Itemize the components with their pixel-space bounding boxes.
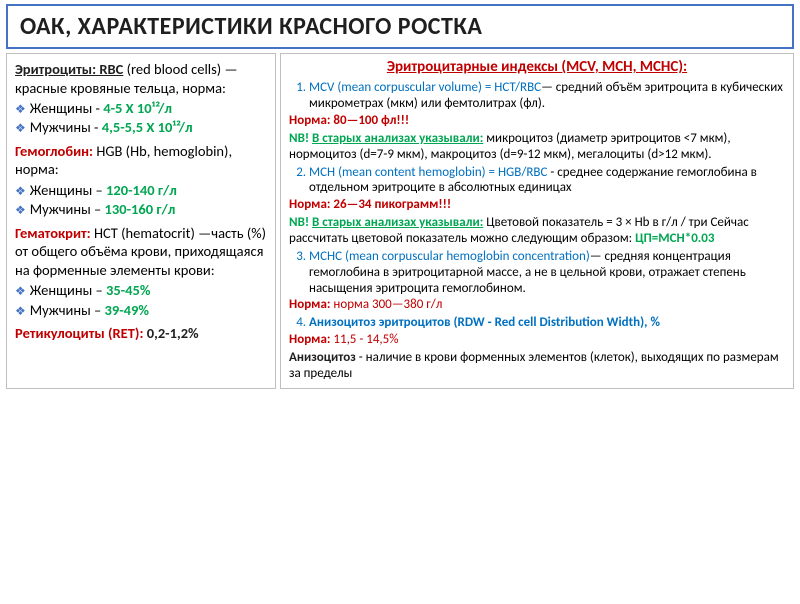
- mcv-item: MCV (mean corpuscular volume) = HCT/RBC—…: [309, 80, 785, 112]
- list-item: Женщины – 35-45%: [29, 281, 267, 300]
- rdw-norm: Норма: 11,5 - 14,5%: [289, 332, 785, 348]
- indices-list-3: MCHC (mean corpuscular hemoglobin concen…: [289, 249, 785, 297]
- hct-list: Женщины – 35-45% Мужчины – 39-49%: [15, 281, 267, 320]
- indices-title: Эритроцитарные индексы (MCV, MCH, MCHC):: [289, 58, 785, 76]
- mch-item: MCH (mean content hemoglobin) = HGB/RBC …: [309, 165, 785, 197]
- ret-val: 0,2-1,2%: [147, 324, 199, 342]
- hgb-list: Женщины – 120-140 г/л Мужчины – 130-160 …: [15, 181, 267, 220]
- hgb-block: Гемоглобин: HGB (Hb, hemoglobin), норма:: [15, 142, 267, 179]
- aniso-block: Анизоцитоз - наличие в крови форменных э…: [289, 350, 785, 382]
- rbc-block: Эритроциты: RBC (red blood cells) — крас…: [15, 60, 267, 97]
- hct-block: Гематокрит: HCT (hematocrit) —часть (%) …: [15, 224, 267, 280]
- nb1: NB! В старых анализах указывали: микроци…: [289, 131, 785, 163]
- rbc-head: Эритроциты: RBC: [15, 60, 123, 78]
- list-item: Мужчины – 130-160 г/л: [29, 200, 267, 219]
- title-bar: ОАК, ХАРАКТЕРИСТИКИ КРАСНОГО РОСТКА: [6, 4, 794, 49]
- indices-list-2: MCH (mean content hemoglobin) = HGB/RBC …: [289, 165, 785, 197]
- mch-norm: Норма: 26—34 пикограмм!!!: [289, 197, 785, 213]
- ret-head: Ретикулоциты (RET):: [15, 324, 147, 342]
- mchc-item: MCHC (mean corpuscular hemoglobin concen…: [309, 249, 785, 297]
- page-title: ОАК, ХАРАКТЕРИСТИКИ КРАСНОГО РОСТКА: [20, 12, 780, 41]
- ret-block: Ретикулоциты (RET): 0,2-1,2%: [15, 324, 267, 343]
- nb2: NB! В старых анализах указывали: Цветово…: [289, 215, 785, 247]
- columns: Эритроциты: RBC (red blood cells) — крас…: [0, 53, 800, 389]
- right-column: Эритроцитарные индексы (MCV, MCH, MCHC):…: [280, 53, 794, 389]
- rbc-list: Женщины - 4-5 Х 10¹²/л Мужчины - 4,5-5,5…: [15, 99, 267, 138]
- list-item: Мужчины – 39-49%: [29, 301, 267, 320]
- list-item: Женщины - 4-5 Х 10¹²/л: [29, 99, 267, 118]
- list-item: Мужчины - 4,5-5,5 Х 10¹²/л: [29, 118, 267, 137]
- indices-list: MCV (mean corpuscular volume) = HCT/RBC—…: [289, 80, 785, 112]
- rdw-item: Анизоцитоз эритроцитов (RDW - Red cell D…: [309, 315, 785, 331]
- hgb-head: Гемоглобин:: [15, 142, 96, 160]
- mcv-norm: Норма: 80—100 фл!!!: [289, 113, 785, 129]
- left-column: Эритроциты: RBC (red blood cells) — крас…: [6, 53, 276, 389]
- hct-head: Гематокрит:: [15, 224, 94, 242]
- mchc-norm: Норма: норма 300—380 г/л: [289, 297, 785, 313]
- list-item: Женщины – 120-140 г/л: [29, 181, 267, 200]
- indices-list-4: Анизоцитоз эритроцитов (RDW - Red cell D…: [289, 315, 785, 331]
